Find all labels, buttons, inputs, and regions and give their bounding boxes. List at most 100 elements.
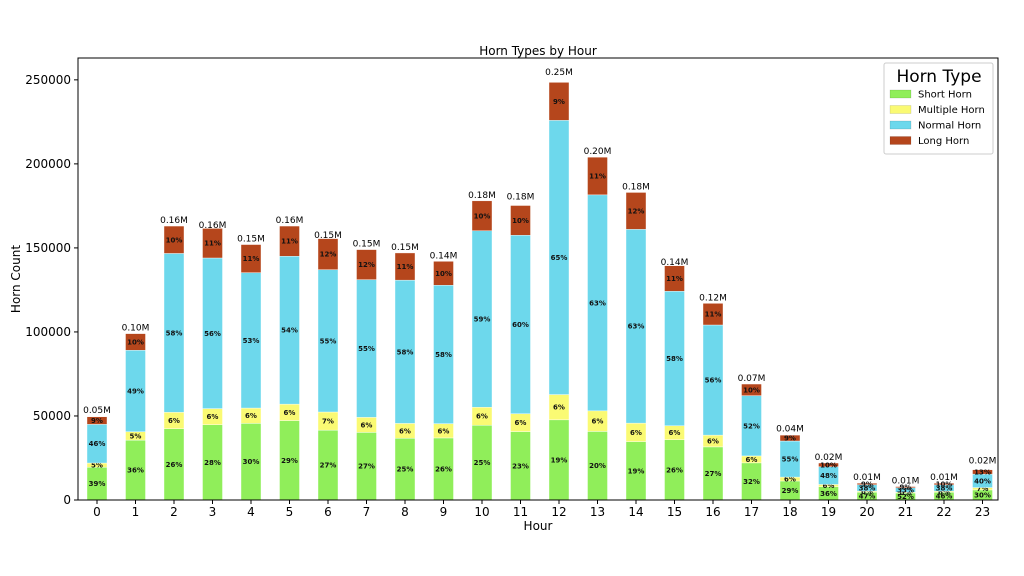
segment-label: 33% bbox=[897, 486, 914, 494]
segment-label: 63% bbox=[628, 323, 645, 331]
segment-label: 30% bbox=[243, 458, 260, 466]
x-tick-label: 20 bbox=[859, 505, 874, 519]
segment-label: 32% bbox=[743, 478, 760, 486]
x-tick-label: 7 bbox=[363, 505, 371, 519]
bar-total-label: 0.16M bbox=[199, 221, 227, 231]
segment-label: 6% bbox=[938, 488, 950, 496]
bar-segment bbox=[779, 434, 801, 442]
bar-segment bbox=[125, 333, 146, 351]
bar-segment bbox=[202, 228, 223, 259]
bar-segment bbox=[471, 200, 493, 231]
segment-label: 6% bbox=[515, 419, 527, 427]
bar-segment bbox=[163, 225, 185, 254]
x-tick-label: 0 bbox=[93, 505, 101, 519]
bar-total-label: 0.01M bbox=[892, 477, 920, 487]
chart-title: Horn Types by Hour bbox=[479, 44, 597, 58]
y-tick-label: 200000 bbox=[25, 157, 71, 171]
segment-label: 11% bbox=[281, 238, 298, 246]
x-tick-label: 13 bbox=[590, 505, 605, 519]
segment-label: 6% bbox=[438, 427, 450, 435]
bar-segment bbox=[317, 238, 339, 270]
segment-label: 60% bbox=[512, 321, 529, 329]
bar-total-label: 0.04M bbox=[776, 424, 804, 434]
segment-label: 58% bbox=[666, 355, 683, 363]
segment-label: 6% bbox=[361, 421, 373, 429]
bar-total-label: 0.18M bbox=[468, 191, 496, 201]
y-tick-label: 150000 bbox=[25, 241, 71, 255]
segment-label: 6% bbox=[592, 418, 604, 426]
segment-label: 6% bbox=[168, 417, 180, 425]
bar-segment bbox=[433, 261, 454, 286]
bar-segment bbox=[279, 225, 300, 257]
x-tick-label: 11 bbox=[513, 505, 528, 519]
segment-label: 49% bbox=[127, 388, 144, 396]
legend-swatch bbox=[889, 105, 912, 114]
segment-label: 6% bbox=[207, 413, 219, 421]
segment-label: 26% bbox=[435, 465, 452, 473]
segment-label: 23% bbox=[512, 462, 529, 470]
segment-label: 46% bbox=[936, 493, 953, 501]
legend-swatch bbox=[889, 120, 912, 130]
segment-label: 6% bbox=[746, 456, 758, 464]
segment-label: 9% bbox=[861, 480, 873, 488]
bar-segment bbox=[702, 303, 724, 326]
segment-label: 36% bbox=[127, 467, 144, 475]
x-tick-label: 18 bbox=[782, 505, 797, 519]
x-tick-label: 19 bbox=[821, 505, 836, 519]
segment-label: 29% bbox=[782, 487, 799, 495]
segment-label: 11% bbox=[589, 173, 606, 181]
segment-label: 7% bbox=[322, 418, 334, 426]
segment-label: 38% bbox=[936, 485, 953, 493]
segment-label: 59% bbox=[474, 316, 491, 324]
bar-total-label: 0.15M bbox=[314, 231, 342, 241]
segment-label: 27% bbox=[320, 462, 337, 470]
y-tick-label: 50000 bbox=[33, 409, 71, 423]
x-tick-label: 17 bbox=[744, 505, 759, 519]
segment-label: 47% bbox=[859, 493, 876, 501]
x-tick-label: 3 bbox=[209, 505, 217, 519]
segment-label: 6% bbox=[476, 413, 488, 421]
segment-label: 9% bbox=[91, 417, 103, 425]
x-tick-label: 22 bbox=[936, 505, 951, 519]
legend-swatch bbox=[889, 136, 912, 145]
x-tick-label: 16 bbox=[705, 505, 720, 519]
x-tick-label: 14 bbox=[628, 505, 643, 519]
legend-swatch bbox=[889, 89, 912, 99]
bar-total-label: 0.05M bbox=[83, 406, 111, 416]
bar-segment bbox=[510, 205, 531, 236]
segment-label: 10% bbox=[166, 236, 183, 244]
bar-total-label: 0.16M bbox=[160, 216, 188, 226]
segment-label: 36% bbox=[820, 490, 837, 498]
x-tick-label: 10 bbox=[474, 505, 489, 519]
segment-label: 10% bbox=[127, 338, 144, 346]
segment-label: 7% bbox=[977, 485, 989, 493]
segment-label: 13% bbox=[974, 468, 991, 476]
plot-area: 05000010000015000020000025000039%5%46%9%… bbox=[25, 68, 996, 519]
bar-total-label: 0.14M bbox=[661, 258, 689, 268]
bar-total-label: 0.25M bbox=[545, 68, 573, 78]
segment-label: 40% bbox=[974, 477, 991, 485]
segment-label: 6% bbox=[861, 488, 873, 496]
bar-total-label: 0.15M bbox=[391, 243, 419, 253]
bar-segment bbox=[933, 482, 955, 486]
bar-segment bbox=[394, 252, 416, 281]
segment-label: 38% bbox=[859, 484, 876, 492]
bar-segment bbox=[86, 416, 108, 425]
segment-label: 56% bbox=[204, 330, 221, 338]
segment-label: 6% bbox=[630, 429, 642, 437]
bar-total-label: 0.07M bbox=[738, 374, 766, 384]
segment-label: 27% bbox=[705, 470, 722, 478]
bar-total-label: 0.15M bbox=[353, 240, 381, 250]
legend-label: Normal Horn bbox=[918, 121, 981, 132]
segment-label: 6% bbox=[553, 404, 565, 412]
segment-label: 26% bbox=[166, 461, 183, 469]
segment-label: 6% bbox=[784, 476, 796, 484]
x-tick-label: 2 bbox=[170, 505, 178, 519]
segment-label: 11% bbox=[204, 240, 221, 248]
segment-label: 39% bbox=[89, 480, 106, 488]
segment-label: 11% bbox=[397, 263, 414, 271]
bar-total-label: 0.12M bbox=[699, 293, 727, 303]
segment-label: 53% bbox=[243, 337, 260, 345]
segment-label: 63% bbox=[589, 299, 606, 307]
segment-label: 30% bbox=[974, 491, 991, 499]
